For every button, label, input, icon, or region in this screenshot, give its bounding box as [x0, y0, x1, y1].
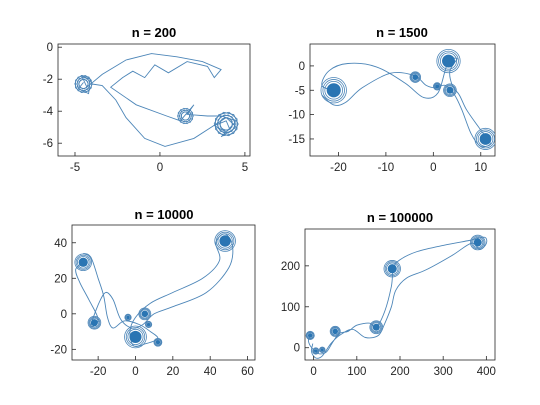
subplot-2-whorl-4 — [443, 83, 457, 98]
subplot-2-xtick-label-3: 0 — [430, 162, 436, 174]
subplot-4-whorl-5 — [305, 330, 315, 340]
subplot-2-ytick-label-4: -15 — [288, 134, 305, 146]
subplot-1-xtick-label-1: -5 — [70, 162, 80, 174]
subplot-1-whorl-2 — [177, 107, 194, 125]
subplot-2-ytick-label-2: -5 — [295, 85, 305, 97]
subplot-4-whorl-4 — [329, 325, 341, 337]
subplot-1-plot-area — [57, 43, 251, 157]
subplot-4-xtick-label-5: 400 — [477, 366, 496, 378]
subplot-2-whorl-6 — [433, 82, 442, 91]
subplot-3-whorl-3 — [124, 325, 147, 349]
subplot-3-xtick-label-2: 0 — [132, 366, 138, 378]
subplot-4-whorl-1 — [469, 234, 486, 251]
subplot-2-xtick-label-1: -20 — [330, 162, 347, 174]
subplot-1-ytick-label-3: -4 — [43, 106, 54, 118]
subplot-1-whorl-3 — [213, 111, 239, 137]
subplot-2-whorl-1 — [320, 77, 347, 104]
subplot-4-whorl-2 — [383, 260, 401, 278]
subplot-1-xtick-label-2: 0 — [157, 162, 163, 174]
subplot-3-whorl-8 — [144, 320, 153, 329]
subplot-2: -20 -10 0 10 0 -5 -10 -15 n = 1500 — [288, 25, 496, 174]
subplot-3-ytick-label-2: 20 — [54, 273, 67, 285]
subplot-3-series-line-1 — [75, 233, 234, 348]
subplot-1-xtick-label-3: 5 — [242, 162, 248, 174]
subplot-2-ytick-label-1: 0 — [299, 61, 305, 73]
subplot-2-whorl-3 — [474, 127, 495, 150]
subplot-3-xtick-label-3: 20 — [166, 366, 179, 378]
subplot-2-xtick-label-4: 10 — [474, 162, 487, 174]
subplot-3-whorl-5 — [138, 307, 152, 321]
subplot-4-ytick-label-3: 0 — [294, 343, 300, 355]
subplot-3-ytick-label-4: -20 — [50, 344, 67, 356]
subplot-2-ytick-label-3: -10 — [288, 110, 305, 122]
subplot-2-title: n = 1500 — [376, 25, 428, 40]
subplot-1-whorl-1 — [74, 75, 93, 93]
subplot-4-whorl-3 — [369, 320, 384, 335]
subplot-1: -5 0 5 0 -2 -4 -6 n = 200 — [43, 25, 251, 174]
subplot-1-ytick-label-1: 0 — [47, 42, 53, 54]
subplot-4-title: n = 100000 — [367, 210, 433, 225]
subplot-2-ticks: -20 -10 0 10 0 -5 -10 -15 — [288, 61, 487, 174]
subplot-3-curves — [74, 230, 236, 349]
subplot-4-curves — [305, 234, 488, 359]
subplot-4-xtick-label-3: 200 — [390, 366, 409, 378]
subplot-2-whorl-5 — [409, 71, 422, 83]
subplot-3-whorl-2 — [214, 230, 236, 252]
subplot-1-ytick-label-4: -6 — [43, 138, 53, 150]
subplot-3-xtick-label-4: 40 — [204, 366, 217, 378]
subplot-3-whorl-6 — [153, 337, 163, 347]
subplot-3-ytick-label-1: 40 — [54, 238, 67, 250]
subplot-4-ytick-label-2: 100 — [281, 302, 300, 314]
subplot-2-plot-area — [309, 43, 496, 157]
subplot-3-ticks: -20 0 20 40 60 40 20 0 -20 — [50, 238, 254, 378]
subplot-1-curves — [74, 53, 239, 147]
subplot-4: 0 100 200 300 400 200 100 0 n = 100000 — [281, 210, 496, 378]
subplot-4-xtick-label-4: 300 — [434, 366, 453, 378]
subplot-3: -20 0 20 40 60 40 20 0 -20 n = 10000 — [50, 207, 256, 378]
subplot-3-ytick-label-3: 0 — [61, 309, 67, 321]
subplot-1-ticks: -5 0 5 0 -2 -4 -6 — [43, 42, 248, 174]
subplot-4-ytick-label-1: 200 — [281, 261, 300, 273]
subplot-4-xtick-label-1: 0 — [310, 366, 316, 378]
subplot-3-title: n = 10000 — [135, 207, 194, 222]
subplot-4-whorl-6 — [312, 347, 320, 355]
subplot-1-ytick-label-2: -2 — [43, 74, 53, 86]
subplot-3-whorl-7 — [124, 313, 132, 321]
subplot-1-title: n = 200 — [132, 25, 176, 40]
subplot-4-xtick-label-2: 100 — [347, 366, 366, 378]
subplot-2-curves — [320, 48, 495, 150]
subplot-2-xtick-label-2: -10 — [378, 162, 395, 174]
subplot-4-whorl-7 — [319, 346, 326, 353]
subplot-3-xtick-label-5: 60 — [241, 366, 254, 378]
subplot-4-series-line-1 — [307, 236, 488, 359]
subplot-4-ticks: 0 100 200 300 400 200 100 0 — [281, 261, 496, 378]
subplot-3-whorl-4 — [87, 315, 102, 330]
subplot-2-whorl-2 — [436, 48, 461, 74]
subplot-3-xtick-label-1: -20 — [90, 366, 107, 378]
subplot-3-whorl-1 — [74, 253, 92, 272]
